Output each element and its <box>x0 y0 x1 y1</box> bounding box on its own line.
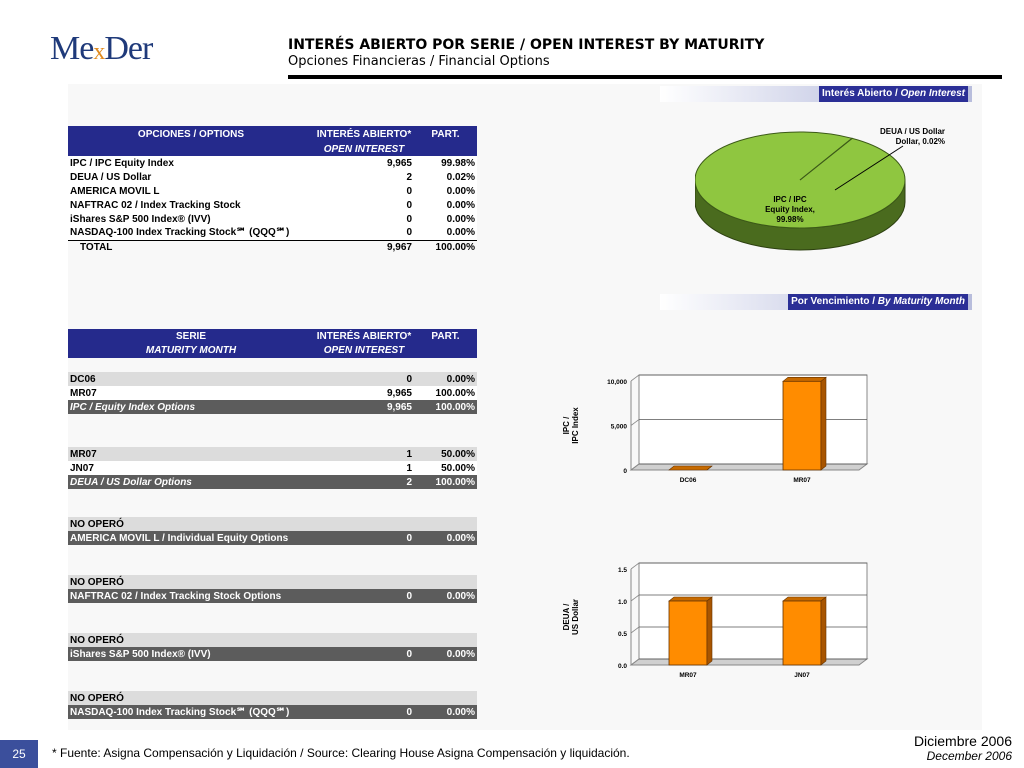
bar1-grid-diag <box>630 419 640 426</box>
col-header-serie: SERIE <box>68 329 314 343</box>
table-row: JN07 1 50.00% <box>68 461 477 475</box>
bar2-grid-diag <box>630 626 640 634</box>
bar2-floor <box>629 658 869 666</box>
total-row: TOTAL 9,967 100.00% <box>80 241 475 253</box>
bar1-bar-top <box>668 465 713 471</box>
col-subheader-open-interest-2: OPEN INTEREST <box>314 343 414 358</box>
group-total-row: IPC / Equity Index Options 9,965 100.00% <box>68 400 477 414</box>
bar2-ytick-label: 0.5 <box>618 631 627 638</box>
col-header-options: OPCIONES / OPTIONS <box>68 126 314 142</box>
table-row: DC06 0 0.00% <box>68 372 477 386</box>
bar2-bar <box>782 600 822 666</box>
bar1-floor <box>629 463 869 471</box>
no-traded-row: NO OPERÓ <box>68 575 477 589</box>
no-traded-row: NO OPERÓ <box>68 633 477 647</box>
no-traded-row: NO OPERÓ <box>68 517 477 531</box>
source-footnote: * Fuente: Asigna Compensación y Liquidac… <box>52 746 630 760</box>
page-number: 25 <box>0 740 38 768</box>
bar1-ytick-label: 0 <box>623 468 627 475</box>
group-total-row: NASDAQ-100 Index Tracking Stock℠ (QQQ℠) 0… <box>68 705 477 719</box>
col-header-open-interest: INTERÉS ABIERTO* <box>314 126 414 142</box>
group-total-row: DEUA / US Dollar Options 2 100.00% <box>68 475 477 489</box>
bar2-ylabel: DEUA /US Dollar <box>562 599 580 635</box>
bar1-grid-diag <box>630 463 640 471</box>
col-header-open-interest-2: INTERÉS ABIERTO* <box>314 329 414 343</box>
no-traded-row: NO OPERÓ <box>68 691 477 705</box>
table-row: DEUA / US Dollar 2 0.02% <box>68 170 477 184</box>
open-interest-pie-chart: IPC / IPC Equity Index, 99.98% DEUA / US Do… <box>695 127 945 251</box>
page-subtitle: Opciones Financieras / Financial Options <box>288 54 550 69</box>
page-title: INTERÉS ABIERTO POR SERIE / OPEN INTERES… <box>288 37 765 53</box>
table-row: iShares S&P 500 Index® (IVV) 0 0.00% <box>68 212 477 226</box>
deua-maturity-bar-chart: 0.0 0.5 1.0 1.5 MR07 JN07 DEUA /US Dollar <box>562 562 869 679</box>
pie-slice <box>695 131 906 229</box>
bar2-bar-top <box>782 596 827 602</box>
col-header-part: PART. <box>414 126 477 142</box>
table-row: NASDAQ-100 Index Tracking Stock℠ (QQQ℠) 0… <box>68 226 477 240</box>
maturity-table: SERIE INTERÉS ABIERTO* PART. MATURITY MO… <box>68 329 477 719</box>
pie-slice <box>799 137 854 181</box>
bar2-ytick-label: 1.0 <box>618 599 627 606</box>
bar2-xtick-label: JN07 <box>794 672 810 679</box>
bar1-xtick-label: DC06 <box>680 477 697 484</box>
options-summary-table: OPCIONES / OPTIONS INTERÉS ABIERTO* PART… <box>68 126 477 254</box>
bar1-bar-side <box>706 465 713 471</box>
table-row: MR07 9,965 100.00% <box>68 386 477 400</box>
table-row: MR07 1 50.00% <box>68 447 477 461</box>
pie-label-deua: DEUA / US Dollar Dollar, 0.02% <box>880 127 945 146</box>
group-total-row: NAFTRAC 02 / Index Tracking Stock Option… <box>68 589 477 603</box>
bar2-grid-diag <box>630 562 640 570</box>
bar1-bar-top <box>782 377 827 382</box>
bar1-ylabel: IPC /IPC Index <box>562 407 580 444</box>
pie-leader-line <box>834 145 904 191</box>
col-subheader-open-interest: OPEN INTEREST <box>314 142 414 156</box>
maturity-band: Por Vencimiento / By Maturity Month <box>660 294 972 310</box>
bar2-ytick-label: 0.0 <box>618 663 627 670</box>
bar1-ytick-label: 5,000 <box>611 424 628 431</box>
table-row: IPC / IPC Equity Index 9,965 99.98% <box>68 156 477 170</box>
ipc-maturity-bar-chart: 0 5,000 10,000 DC06 MR07 IPC /IPC Index <box>562 374 869 484</box>
open-interest-band: Interés Abierto / Open Interest <box>660 86 972 102</box>
bar1-xtick-label: MR07 <box>793 477 811 484</box>
date-en: December 2006 <box>926 749 1012 763</box>
group-total-row: AMERICA MOVIL L / Individual Equity Opti… <box>68 531 477 545</box>
table-row: AMERICA MOVIL L 0 0.00% <box>68 184 477 198</box>
bar2-bar-top <box>668 596 713 602</box>
mexder-logo: MexDer <box>50 30 153 67</box>
title-rule <box>288 75 1002 79</box>
bar2-bar-side <box>706 596 713 666</box>
table-row: NAFTRAC 02 / Index Tracking Stock 0 0.00% <box>68 198 477 212</box>
group-total-row: iShares S&P 500 Index® (IVV) 0 0.00% <box>68 647 477 661</box>
col-subheader-maturity: MATURITY MONTH <box>68 343 314 358</box>
bar1-bar-side <box>820 376 827 471</box>
bar1-grid-diag <box>630 374 640 382</box>
bar2-ytick-label: 1.5 <box>618 567 627 574</box>
pie-label-ipc: IPC / IPC Equity Index, 99.98% <box>765 195 815 224</box>
bar1-bar <box>782 380 822 471</box>
bar2-bar-side <box>820 596 827 666</box>
bar2-grid-diag <box>630 594 640 602</box>
bar2-bar <box>668 600 708 666</box>
bar1-ytick-label: 10,000 <box>607 379 627 386</box>
date-es: Diciembre 2006 <box>913 733 1012 749</box>
col-header-part-2: PART. <box>414 329 477 343</box>
bar2-xtick-label: MR07 <box>679 672 697 679</box>
bar2-grid-diag <box>630 658 640 666</box>
